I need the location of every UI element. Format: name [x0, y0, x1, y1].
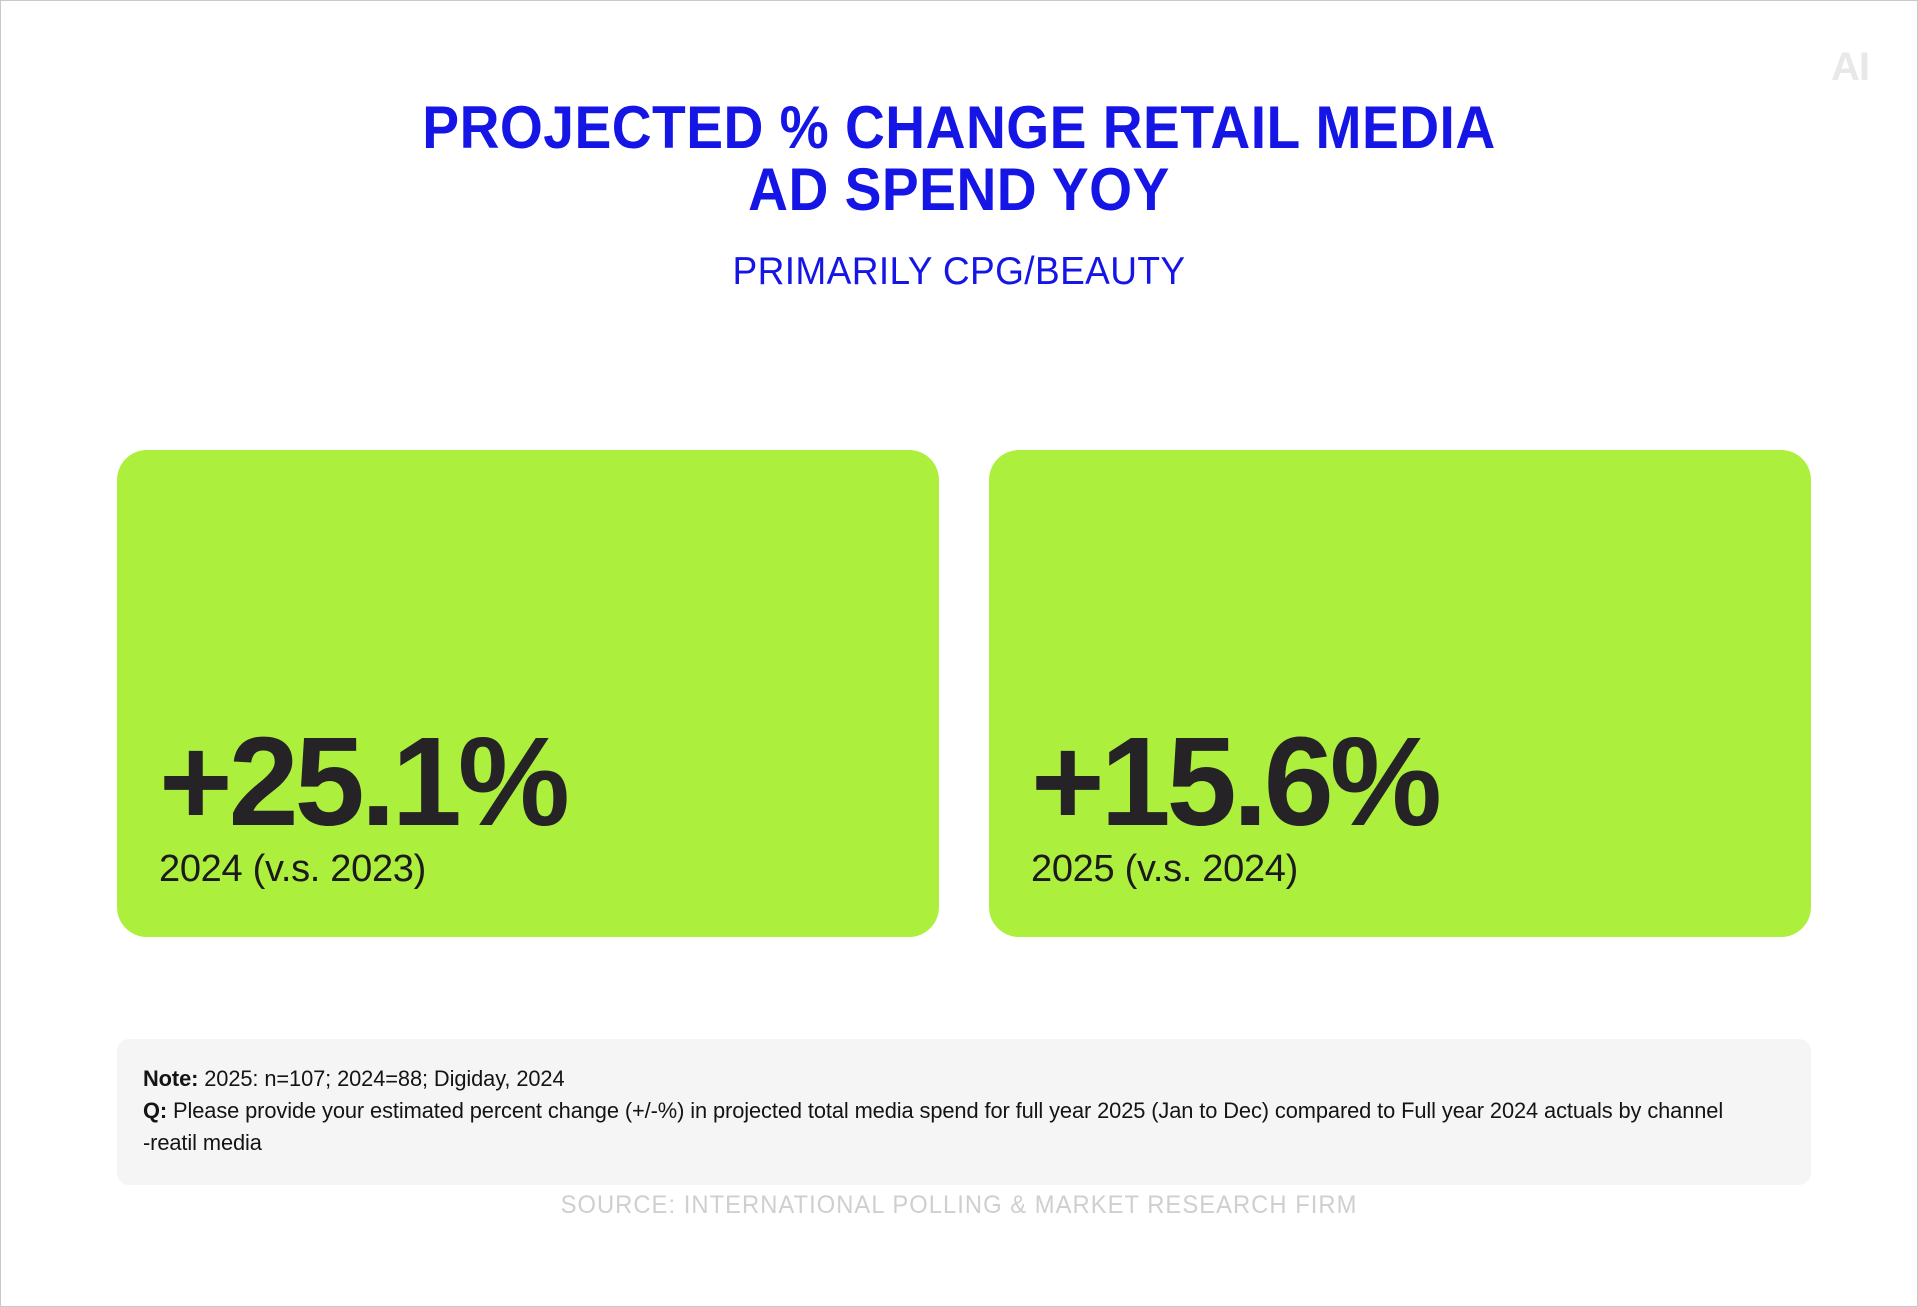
header: PROJECTED % CHANGE RETAIL MEDIA AD SPEND…: [1, 94, 1917, 294]
page-title-line-1: PROJECTED % CHANGE RETAIL MEDIA: [422, 94, 1496, 161]
brand-logo: AI: [1831, 45, 1870, 89]
stat-label-2024: 2024 (v.s. 2023): [159, 848, 426, 891]
note-line-sample-size-lead: Note:: [143, 1066, 199, 1091]
stat-value-2025: +15.6%: [1031, 711, 1442, 853]
note-line-question-lead: Q:: [143, 1097, 168, 1123]
note-box: Note: 2025: n=107; 2024=88; Digiday, 202…: [117, 1039, 1811, 1185]
note-line-sample-size: Note: 2025: n=107; 2024=88; Digiday, 202…: [143, 1063, 1736, 1095]
page-title: PROJECTED % CHANGE RETAIL MEDIA AD SPEND…: [78, 94, 1841, 224]
page-subtitle: PRIMARILY CPG/BEAUTY: [732, 249, 1186, 293]
stat-card-2025: +15.6% 2025 (v.s. 2024): [989, 450, 1811, 937]
page-title-line-2: AD SPEND YOY: [748, 156, 1170, 224]
note-line-sample-size-text: 2025: n=107; 2024=88; Digiday, 2024: [198, 1066, 565, 1091]
source-caption: SOURCE: INTERNATIONAL POLLING & MARKET R…: [560, 1191, 1358, 1219]
stat-label-2025: 2025 (v.s. 2024): [1031, 848, 1298, 891]
stat-value-2024: +25.1%: [159, 711, 570, 853]
stat-card-group: +25.1% 2024 (v.s. 2023) +15.6% 2025 (v.s…: [117, 450, 1811, 937]
note-line-question: Q: Please provide your estimated percent…: [143, 1095, 1736, 1159]
stat-card-2024: +25.1% 2024 (v.s. 2023): [117, 450, 939, 937]
note-line-question-text: Please provide your estimated percent ch…: [143, 1097, 1724, 1155]
